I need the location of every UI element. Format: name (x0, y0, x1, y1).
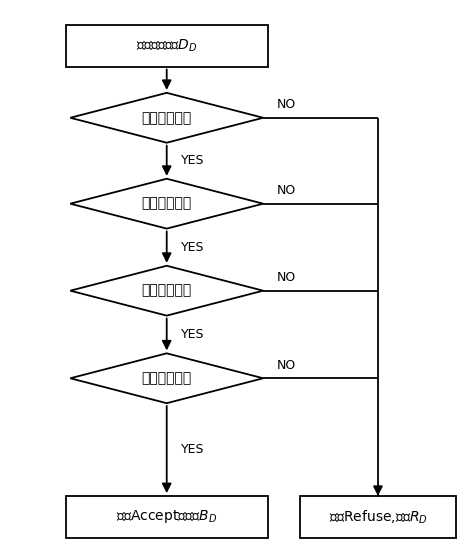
FancyBboxPatch shape (66, 496, 268, 538)
Text: 接收Accept，发送$B_D$: 接收Accept，发送$B_D$ (116, 509, 217, 525)
Text: 自身健康状态: 自身健康状态 (141, 372, 192, 385)
Polygon shape (70, 179, 263, 228)
Text: YES: YES (181, 241, 204, 253)
Text: YES: YES (181, 154, 204, 167)
Polygon shape (70, 266, 263, 316)
Text: NO: NO (277, 359, 296, 372)
Text: 电池能源状态: 电池能源状态 (141, 284, 192, 297)
Text: YES: YES (181, 443, 204, 456)
Text: 接收招标信息$D_D$: 接收招标信息$D_D$ (136, 37, 198, 54)
Text: 水下探测范围: 水下探测范围 (141, 197, 192, 211)
Text: NO: NO (277, 184, 296, 197)
Text: 任务时间窗口: 任务时间窗口 (141, 111, 192, 125)
FancyBboxPatch shape (300, 496, 456, 538)
FancyBboxPatch shape (66, 25, 268, 66)
Text: NO: NO (277, 271, 296, 284)
Text: NO: NO (277, 98, 296, 111)
Polygon shape (70, 93, 263, 143)
Text: 拒绝Refuse,发送$R_D$: 拒绝Refuse,发送$R_D$ (328, 508, 427, 525)
Text: YES: YES (181, 328, 204, 341)
Polygon shape (70, 353, 263, 403)
